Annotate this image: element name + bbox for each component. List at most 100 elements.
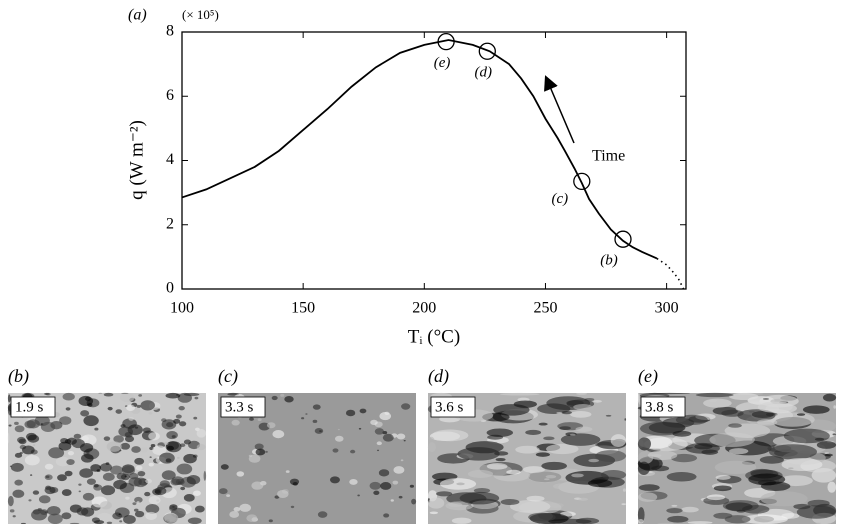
photo-texture: [86, 478, 96, 485]
photo-texture: [187, 517, 202, 524]
photo-texture: [249, 417, 254, 421]
photo-texture: [110, 465, 123, 475]
photo-texture: [220, 464, 229, 470]
photo-texture: [429, 511, 439, 515]
photo-texture: [816, 441, 837, 449]
photo-texture: [17, 436, 26, 443]
photo-texture: [457, 447, 500, 461]
photo-texture: [113, 479, 127, 490]
photo-texture: [44, 474, 53, 481]
photo-texture: [370, 419, 378, 425]
photo-texture: [467, 469, 494, 478]
photo-texture: [411, 498, 417, 505]
photo-texture: [445, 501, 474, 511]
photo-texture: [257, 418, 262, 422]
photo-texture: [150, 443, 156, 448]
photo-texture: [451, 517, 472, 524]
photo-texture: [814, 437, 825, 441]
photo-texture: [427, 436, 435, 441]
photo-texture: [218, 488, 228, 495]
photo-texture: [509, 500, 551, 513]
photo-texture: [409, 484, 415, 488]
panel-label: (b): [8, 366, 29, 387]
photo-texture: [57, 474, 67, 482]
photo-texture: [107, 406, 113, 411]
photo-texture: [140, 400, 155, 411]
photo-texture: [166, 445, 174, 451]
photo-texture: [376, 441, 382, 446]
photo-texture: [47, 513, 63, 524]
photo-texture: [486, 463, 508, 470]
photo-texture: [561, 410, 572, 415]
photo-texture: [248, 454, 261, 463]
photo-texture: [236, 471, 245, 477]
photo-texture: [194, 396, 199, 400]
photo-texture: [26, 419, 40, 429]
photo-texture: [166, 431, 178, 440]
photo-texture: [119, 520, 123, 523]
photo-texture: [32, 490, 40, 495]
photo-texture: [176, 393, 179, 396]
photo-texture: [121, 466, 135, 476]
photo-texture: [312, 404, 321, 410]
photo-texture: [10, 462, 24, 472]
photo-texture: [526, 495, 545, 502]
photo-texture: [376, 449, 380, 452]
photo-texture: [289, 478, 300, 486]
photo-texture: [378, 469, 390, 477]
photo-texture: [640, 421, 684, 436]
photo-texture: [59, 416, 72, 425]
photo-texture: [781, 457, 823, 471]
photo-texture: [14, 421, 19, 426]
photo-texture: [374, 428, 385, 435]
photo-texture: [266, 422, 276, 429]
photo-texture: [528, 512, 556, 522]
photo-texture: [128, 417, 134, 421]
data-line: [181, 39, 658, 260]
photo-texture: [106, 521, 113, 524]
photo-texture: [671, 504, 678, 507]
photo-texture: [254, 443, 264, 450]
photo-texture: [82, 492, 95, 501]
marker-circle: [478, 42, 496, 60]
photo-texture: [571, 473, 584, 478]
photo-texture: [9, 509, 15, 513]
photo-texture: [134, 457, 145, 465]
photo-texture: [553, 483, 573, 490]
photo-texture: [176, 456, 180, 459]
photo-texture: [390, 499, 394, 502]
photo-texture: [499, 392, 540, 396]
photo-texture: [79, 468, 94, 478]
photo-texture: [226, 494, 231, 498]
marker-label: (b): [600, 253, 618, 269]
time-box: [430, 396, 476, 418]
photo-texture: [648, 392, 691, 395]
photo-texture: [159, 480, 170, 488]
photo-texture: [527, 471, 563, 483]
photo-texture: [729, 448, 749, 455]
photo-texture: [90, 464, 102, 472]
photo-texture: [358, 427, 362, 430]
photo-texture: [135, 465, 143, 471]
photo-texture: [713, 485, 732, 492]
photo-texture: [103, 436, 111, 441]
photo-texture: [667, 515, 689, 523]
y-tick-label: 4: [166, 151, 174, 168]
photo-texture: [145, 504, 160, 514]
photo-texture: [233, 507, 241, 512]
photo-texture: [725, 502, 753, 512]
photo-texture: [637, 519, 644, 524]
photo-texture: [194, 505, 205, 513]
multiplier: (× 10⁵): [182, 7, 219, 22]
photo-texture: [721, 409, 744, 417]
photo-texture: [587, 479, 613, 488]
photo-texture: [605, 414, 612, 417]
photo-texture: [317, 511, 328, 518]
photo-texture: [14, 479, 23, 486]
photo-texture: [621, 503, 627, 506]
photo-texture: [161, 419, 177, 430]
photo-texture: [133, 508, 139, 512]
photo-texture: [19, 451, 23, 455]
photo-texture: [47, 506, 61, 516]
photo-texture: [398, 495, 403, 499]
